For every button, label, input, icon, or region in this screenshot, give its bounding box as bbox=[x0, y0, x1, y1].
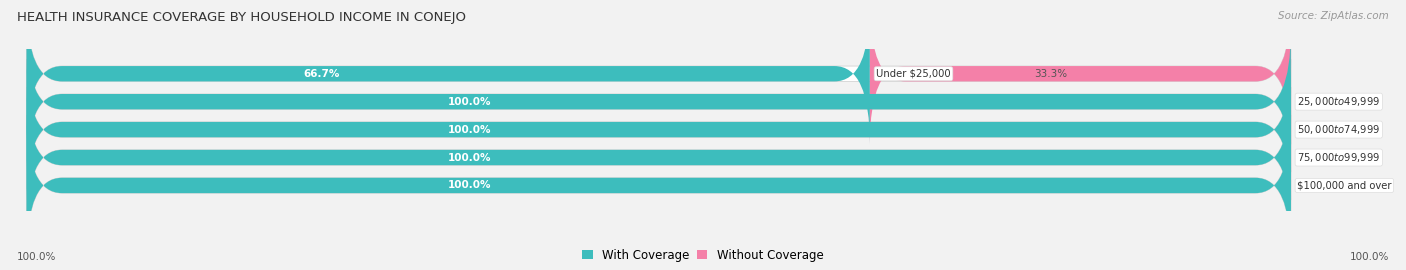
Text: Source: ZipAtlas.com: Source: ZipAtlas.com bbox=[1278, 11, 1389, 21]
Text: Under $25,000: Under $25,000 bbox=[876, 69, 950, 79]
Text: 100.0%: 100.0% bbox=[17, 252, 56, 262]
Text: $75,000 to $99,999: $75,000 to $99,999 bbox=[1298, 151, 1381, 164]
Text: $100,000 and over: $100,000 and over bbox=[1298, 180, 1392, 190]
FancyBboxPatch shape bbox=[27, 115, 1291, 256]
Text: 100.0%: 100.0% bbox=[447, 124, 491, 135]
FancyBboxPatch shape bbox=[27, 115, 1291, 256]
Text: 66.7%: 66.7% bbox=[304, 69, 340, 79]
Text: 100.0%: 100.0% bbox=[447, 153, 491, 163]
Text: HEALTH INSURANCE COVERAGE BY HOUSEHOLD INCOME IN CONEJO: HEALTH INSURANCE COVERAGE BY HOUSEHOLD I… bbox=[17, 11, 465, 24]
Text: $25,000 to $49,999: $25,000 to $49,999 bbox=[1298, 95, 1381, 108]
FancyBboxPatch shape bbox=[27, 31, 1291, 172]
Legend: With Coverage, Without Coverage: With Coverage, Without Coverage bbox=[578, 244, 828, 266]
Text: 100.0%: 100.0% bbox=[447, 180, 491, 190]
Text: $50,000 to $74,999: $50,000 to $74,999 bbox=[1298, 123, 1381, 136]
Text: 100.0%: 100.0% bbox=[447, 97, 491, 107]
FancyBboxPatch shape bbox=[27, 3, 870, 144]
Text: 33.3%: 33.3% bbox=[1035, 69, 1067, 79]
FancyBboxPatch shape bbox=[27, 31, 1291, 172]
FancyBboxPatch shape bbox=[870, 3, 1291, 144]
FancyBboxPatch shape bbox=[27, 87, 1291, 228]
FancyBboxPatch shape bbox=[27, 59, 1291, 200]
Text: 100.0%: 100.0% bbox=[1350, 252, 1389, 262]
FancyBboxPatch shape bbox=[27, 87, 1291, 228]
FancyBboxPatch shape bbox=[27, 59, 1291, 200]
FancyBboxPatch shape bbox=[27, 3, 1291, 144]
